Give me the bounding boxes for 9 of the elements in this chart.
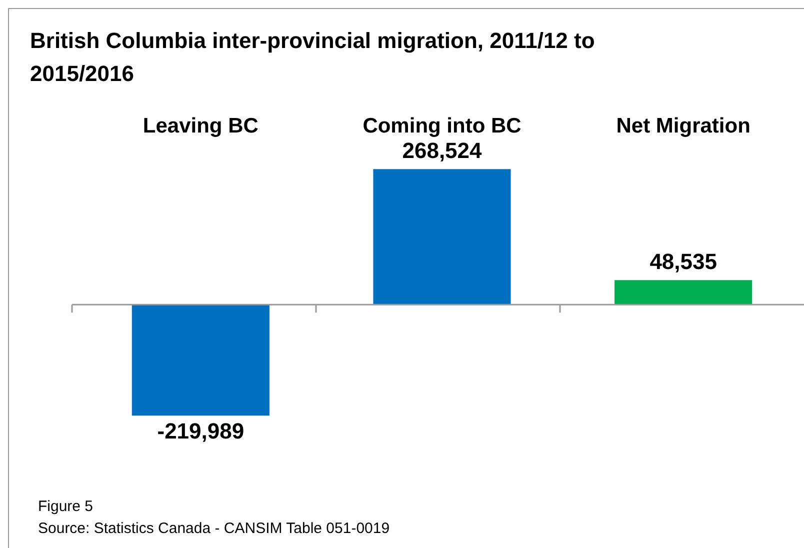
- data-label: -219,989: [157, 418, 244, 444]
- x-tick-label: Leaving BC: [142, 114, 258, 138]
- x-tick-label: Coming into BC: [362, 114, 522, 138]
- data-label: 268,524: [402, 138, 483, 164]
- data-label: 48,535: [650, 249, 717, 274]
- source-note: Source: Statistics Canada - CANSIM Table 051-0019: [38, 519, 390, 539]
- caption: Figure 5: [38, 497, 94, 517]
- x-tick-label: Net Migration: [616, 114, 750, 138]
- chart-title: British Columbia inter-provincial migration, 2011/12 to 2015/2016: [30, 27, 596, 88]
